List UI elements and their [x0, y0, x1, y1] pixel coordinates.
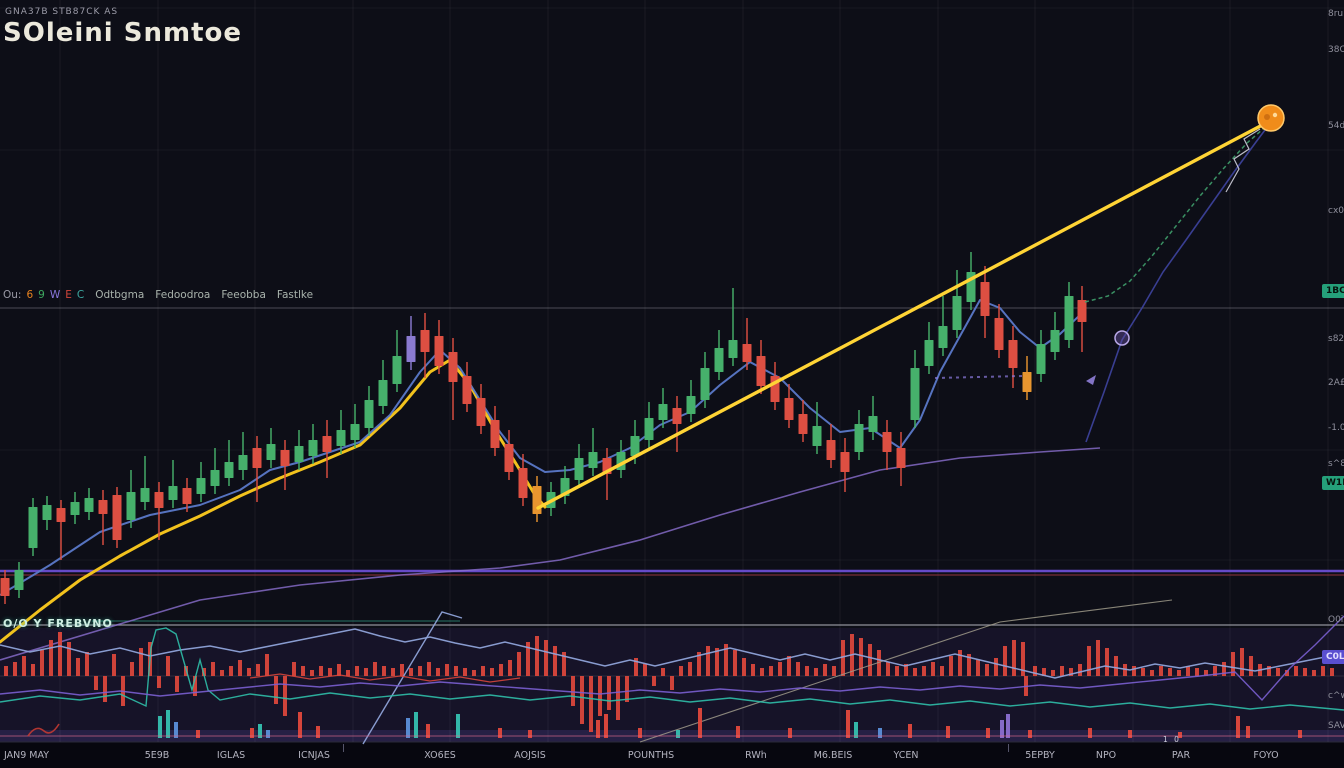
trend-line[interactable]	[536, 120, 1270, 510]
legend-item-2: W	[49, 289, 61, 301]
price-label-1: 38C	[1328, 45, 1344, 55]
price-label-8: s^8t	[1328, 459, 1344, 469]
symbol-title: SOleini Snmtoe	[3, 18, 243, 48]
time-label-13: FOYO	[1253, 750, 1279, 761]
price-label-2: 54d	[1328, 121, 1344, 131]
time-tick-0	[343, 744, 344, 752]
time-label-1: 5E9B	[144, 750, 170, 761]
indicator-pane	[0, 599, 1344, 745]
price-label-13: SAVF	[1328, 721, 1344, 731]
time-label-4: XO6ES	[424, 750, 456, 761]
time-label-9: YCEN	[893, 750, 919, 761]
time-label-10: 5EPBY	[1025, 750, 1055, 761]
legend-word-0: Odtbgma	[95, 289, 145, 301]
price-label-5: s82	[1328, 334, 1344, 344]
price-badge-9: W1B	[1322, 476, 1344, 490]
legend-item-0: 6	[26, 289, 34, 301]
price-label-0: 8ru	[1328, 9, 1344, 19]
time-label-5: AOJSIS	[514, 750, 546, 761]
time-label-2: IGLAS	[216, 750, 246, 761]
price-label-3: cx0	[1328, 206, 1344, 216]
blue-ma-line	[0, 299, 1081, 596]
chart-markers[interactable]	[1086, 104, 1285, 385]
price-label-12: c^w	[1328, 691, 1344, 701]
legend-item-3: E	[65, 289, 72, 301]
axis-float-label: 1 0	[1163, 735, 1181, 744]
indicator-panel-label: O/O Y FREBVNO	[3, 617, 113, 630]
legend-prefix: Ou:	[3, 289, 22, 301]
time-tick-1	[1008, 744, 1009, 752]
time-label-7: RWh	[745, 750, 767, 761]
legend-item-1: 9	[38, 289, 45, 301]
price-badge-11: C0L	[1322, 650, 1344, 664]
purple-annotation-dashes	[934, 375, 1023, 379]
time-label-12: PAR	[1171, 750, 1191, 761]
price-label-10: O0i2	[1328, 615, 1344, 625]
time-label-8: M6.BEIS	[813, 750, 853, 761]
legend-word-3: Fastlke	[276, 289, 314, 301]
price-label-6: 2A£	[1328, 378, 1344, 388]
legend-item-4: C	[76, 289, 85, 301]
red-scribble-mark	[27, 723, 60, 737]
legend-word-1: Fedoodroa	[155, 289, 211, 301]
time-label-3: ICNJAS	[298, 750, 330, 761]
indicator-legend[interactable]: Ou: 6 9 W E C Odtbgma Fedoodroa Feeobba Fastlke	[3, 289, 313, 301]
forecast-lines	[1084, 125, 1269, 443]
price-label-7: -1.0	[1328, 423, 1344, 433]
legend-word-2: Feeobba	[221, 289, 266, 301]
time-label-6: POUNTHS	[627, 750, 675, 761]
time-label-11: NPO	[1095, 750, 1117, 761]
ticker-subtitle: GNA37B STB87CK AS	[5, 7, 119, 17]
grid-lines	[0, 0, 1344, 742]
purple-band-line	[0, 447, 1101, 661]
time-label-0: JAN9 MAY	[4, 750, 50, 761]
price-badge-4: 1BC	[1322, 284, 1344, 298]
